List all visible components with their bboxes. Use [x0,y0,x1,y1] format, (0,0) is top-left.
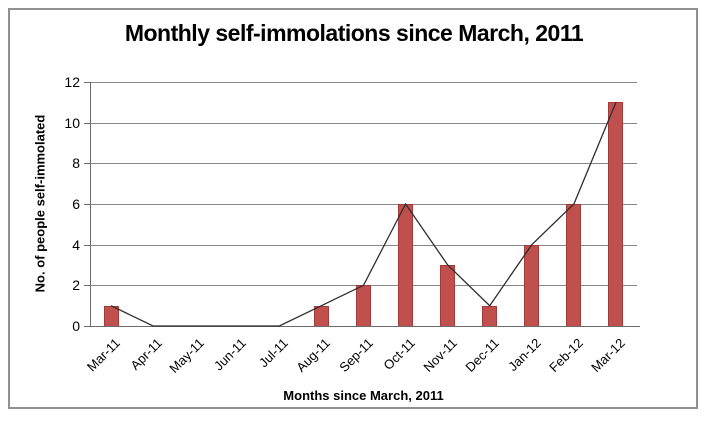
x-axis-title: Months since March, 2011 [283,388,444,403]
chart-frame [8,8,698,409]
y-tick-label-10: 10 [64,114,80,131]
y-tick-mark-8 [84,163,90,165]
y-tick-mark-10 [84,122,90,124]
y-tick-mark-0 [84,326,90,327]
y-tick-label-12: 12 [64,74,80,90]
line-series [110,102,617,327]
line-series-path [110,102,617,327]
y-tick-label-4: 4 [72,236,80,253]
y-tick-mark-4 [84,244,90,246]
y-tick-label-2: 2 [72,277,80,294]
y-tick-mark-2 [84,285,90,287]
x-axis-line [84,326,640,327]
gridline-y-10 [90,122,637,124]
gridline-y-12 [90,82,637,83]
y-tick-label-0: 0 [72,318,80,334]
y-tick-label-8: 8 [72,155,80,172]
chart-title: Monthly self-immolations since March, 20… [124,20,584,46]
y-axis-line [90,82,91,327]
y-tick-label-6: 6 [72,196,80,212]
y-tick-mark-6 [84,204,90,205]
gridline-y-8 [90,163,637,165]
gridline-y-4 [90,244,637,246]
gridline-y-6 [90,204,637,205]
y-tick-mark-12 [84,82,90,83]
